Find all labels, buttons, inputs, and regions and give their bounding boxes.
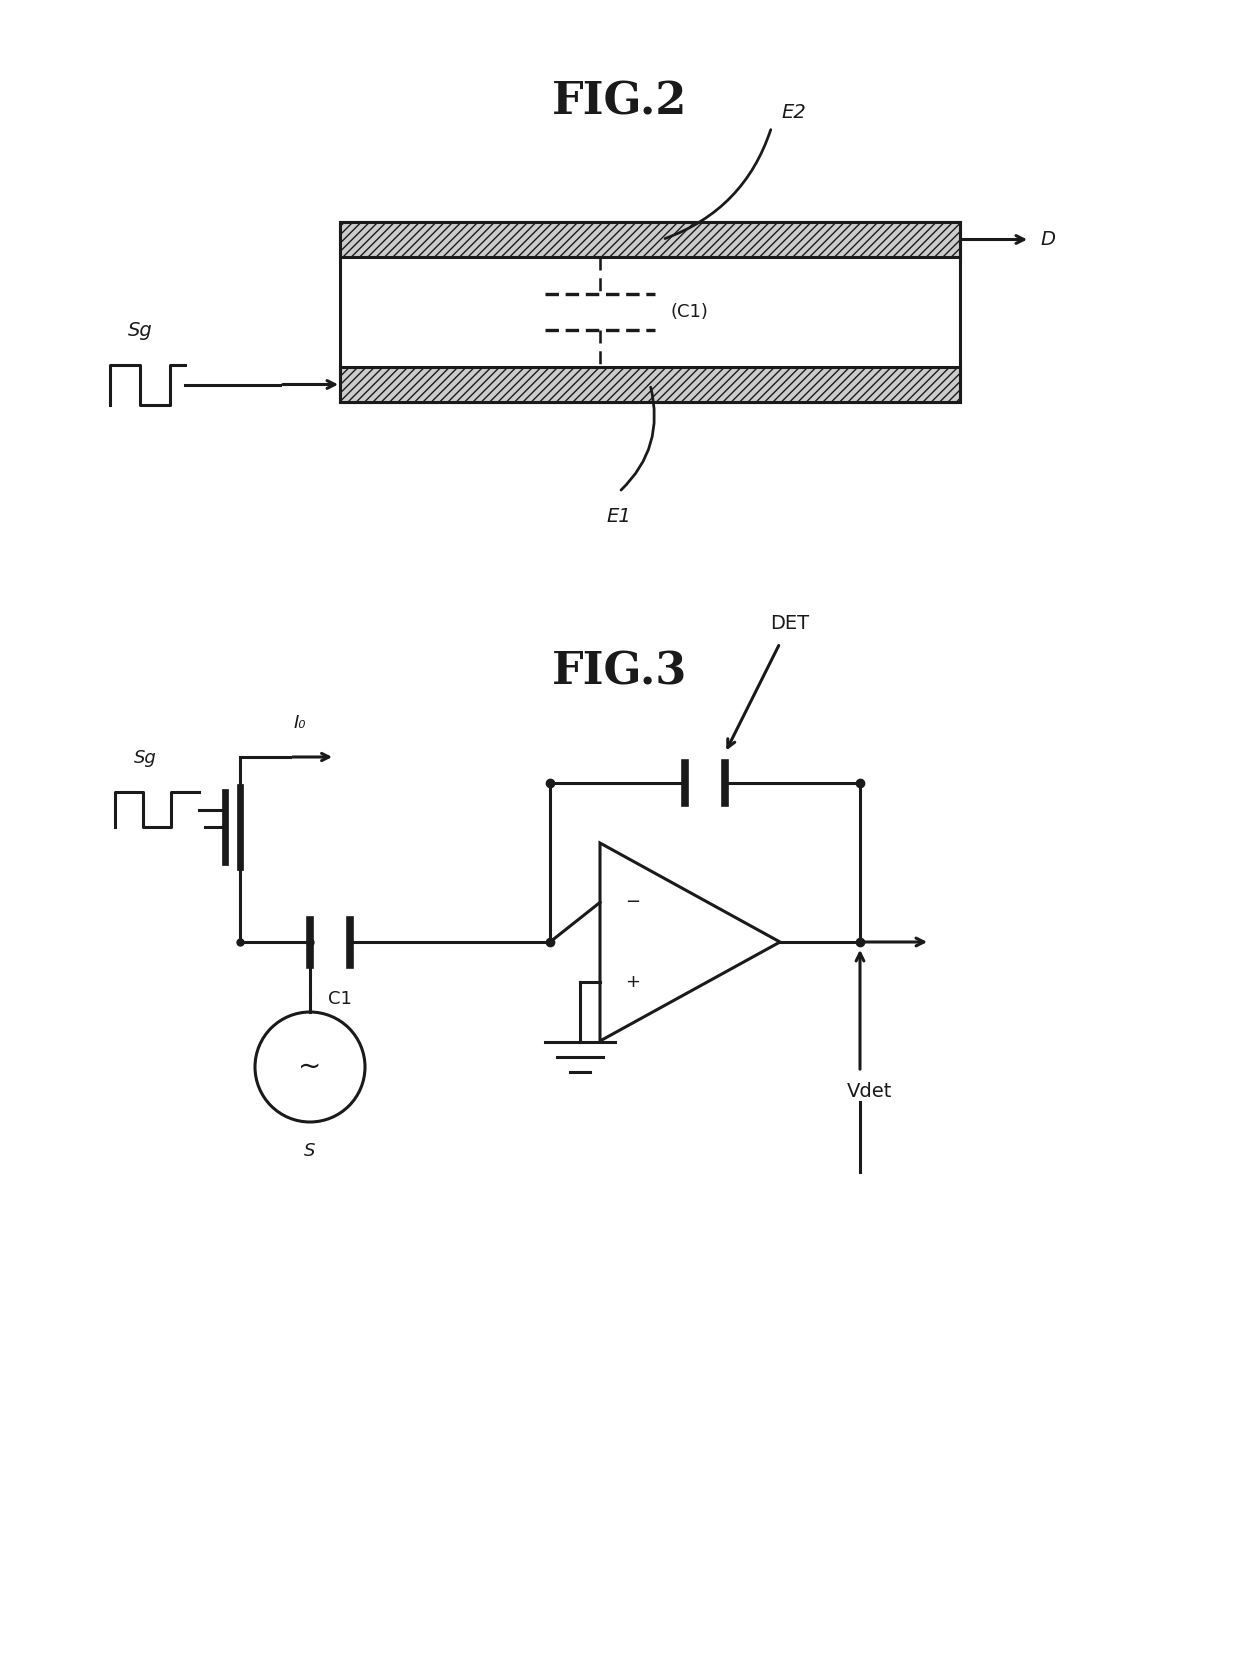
Text: Sg: Sg: [128, 321, 153, 339]
FancyArrowPatch shape: [621, 387, 655, 490]
Text: −: −: [625, 894, 640, 911]
FancyArrowPatch shape: [665, 130, 771, 239]
Polygon shape: [340, 367, 960, 402]
Text: Vdet: Vdet: [847, 1082, 893, 1100]
Text: DET: DET: [770, 613, 810, 633]
Text: FIG.2: FIG.2: [552, 80, 688, 123]
Text: C1: C1: [329, 989, 352, 1007]
Text: S: S: [304, 1142, 316, 1160]
Text: FIG.3: FIG.3: [552, 650, 688, 693]
Text: E1: E1: [606, 507, 631, 525]
Text: +: +: [625, 972, 640, 991]
Text: D: D: [1040, 229, 1055, 249]
Text: (C1): (C1): [671, 302, 708, 321]
Text: I₀: I₀: [294, 715, 306, 731]
Text: ~: ~: [299, 1054, 321, 1080]
Text: Sg: Sg: [134, 750, 156, 766]
Text: E2: E2: [781, 103, 806, 121]
Polygon shape: [340, 223, 960, 258]
